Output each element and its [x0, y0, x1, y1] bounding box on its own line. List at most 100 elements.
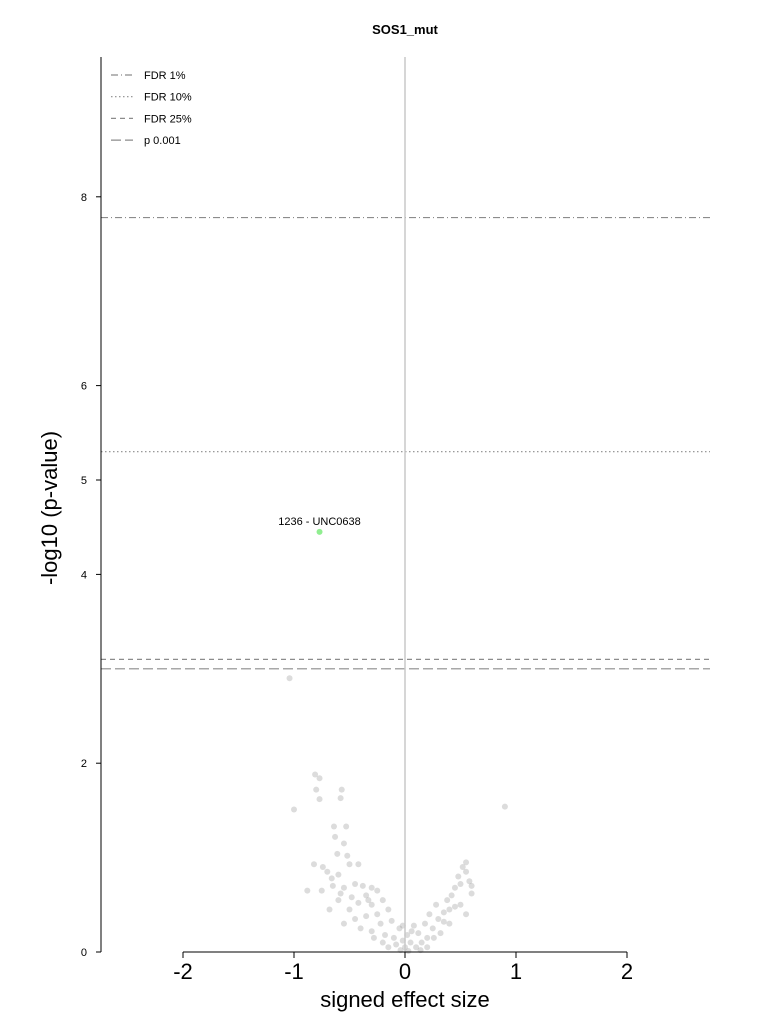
- data-point: [368, 928, 375, 935]
- data-point: [340, 920, 347, 927]
- data-point: [421, 920, 428, 927]
- data-point: [440, 918, 447, 925]
- data-point: [388, 917, 395, 924]
- x-tick-label: 2: [621, 959, 633, 984]
- data-point: [343, 823, 350, 830]
- data-point: [435, 915, 442, 922]
- data-point: [405, 948, 412, 955]
- axes: 0 2 4 5 6 8 -2 -1 0 1 2: [81, 57, 633, 984]
- x-axis-title: signed effect size: [320, 987, 490, 1012]
- data-point: [468, 890, 475, 897]
- data-point: [286, 675, 293, 682]
- data-point: [330, 823, 337, 830]
- data-point: [318, 887, 325, 894]
- data-point: [377, 920, 384, 927]
- data-point: [379, 939, 386, 946]
- data-point: [385, 906, 392, 913]
- data-point: [444, 897, 451, 904]
- data-point: [348, 894, 355, 901]
- data-point: [501, 803, 508, 810]
- data-point: [463, 868, 470, 875]
- x-tick-label: -1: [284, 959, 304, 984]
- data-point: [370, 934, 377, 941]
- y-tick-label: 0: [81, 947, 87, 959]
- data-point: [346, 861, 353, 868]
- data-point: [424, 944, 431, 951]
- data-point: [324, 868, 331, 875]
- data-point: [440, 909, 447, 916]
- data-point: [326, 906, 333, 913]
- data-point: [338, 786, 345, 793]
- data-point: [459, 864, 466, 871]
- legend-label-2: FDR 25%: [144, 113, 192, 125]
- data-point: [468, 882, 475, 889]
- data-point: [310, 861, 317, 868]
- data-point: [316, 796, 323, 803]
- y-axis-title: -log10 (p-value): [37, 431, 62, 585]
- y-tick-label: 2: [81, 758, 87, 770]
- data-point: [426, 911, 433, 918]
- x-tick-label: 1: [510, 959, 522, 984]
- data-point: [313, 786, 320, 793]
- data-point: [352, 915, 359, 922]
- legend: FDR 1% FDR 10% FDR 25% p 0.001: [111, 70, 192, 147]
- data-point: [374, 911, 381, 918]
- data-point: [457, 901, 464, 908]
- data-point: [329, 882, 336, 889]
- legend-label-1: FDR 10%: [144, 92, 192, 104]
- y-tick-label: 5: [81, 475, 87, 487]
- data-point: [346, 906, 353, 913]
- data-point: [433, 901, 440, 908]
- y-tick-label: 4: [81, 569, 87, 581]
- data-point: [463, 911, 470, 918]
- data-point: [355, 899, 362, 906]
- data-point: [451, 884, 458, 891]
- data-point: [446, 920, 453, 927]
- data-point: [448, 892, 455, 899]
- data-point: [352, 881, 359, 888]
- data-point: [429, 925, 436, 932]
- data-point: [424, 934, 431, 941]
- data-point: [312, 771, 319, 778]
- data-point: [413, 944, 420, 951]
- data-point: [304, 887, 311, 894]
- data-point: [291, 806, 297, 813]
- scatter-points: [286, 528, 508, 955]
- data-point: [385, 944, 392, 951]
- x-tick-label: 0: [399, 959, 411, 984]
- data-point: [319, 864, 326, 871]
- data-point: [335, 897, 342, 904]
- data-point: [365, 897, 372, 904]
- legend-label-0: FDR 1%: [144, 70, 186, 82]
- data-point: [335, 871, 342, 878]
- data-point: [457, 881, 464, 888]
- data-point: [393, 941, 400, 948]
- data-point: [340, 840, 347, 847]
- data-point: [390, 934, 397, 941]
- data-point: [368, 884, 375, 891]
- data-point: [334, 850, 341, 857]
- data-point: [430, 934, 437, 941]
- data-point: [359, 882, 366, 889]
- data-point: [328, 875, 335, 882]
- highlight-point: [316, 528, 323, 535]
- data-point: [368, 901, 375, 908]
- data-point: [316, 775, 323, 782]
- data-point: [337, 795, 344, 802]
- data-point: [407, 939, 414, 946]
- x-tick-label: -2: [173, 959, 193, 984]
- data-point: [455, 873, 462, 880]
- data-point: [437, 930, 444, 937]
- data-point: [379, 897, 386, 904]
- data-point: [415, 930, 422, 937]
- data-point: [355, 861, 362, 868]
- data-point: [418, 939, 425, 946]
- data-point: [466, 878, 473, 885]
- data-point: [382, 932, 389, 939]
- data-point: [451, 903, 458, 910]
- data-point: [337, 890, 344, 897]
- data-point: [332, 833, 339, 840]
- data-point: [446, 906, 453, 913]
